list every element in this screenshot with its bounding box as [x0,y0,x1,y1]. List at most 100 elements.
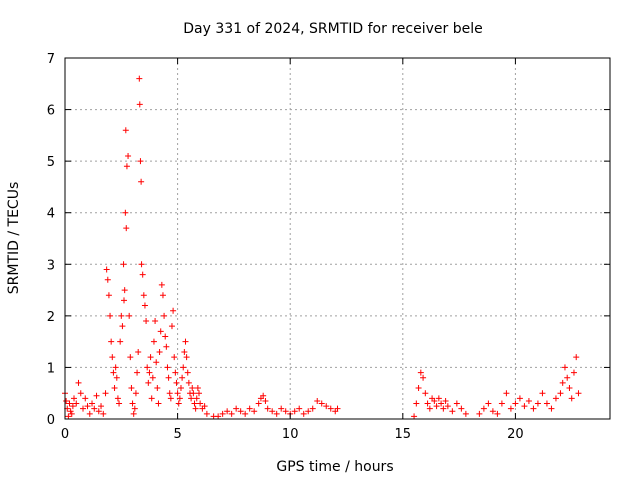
data-point [131,405,138,412]
data-point [154,385,161,392]
data-point [171,354,178,361]
data-point [147,354,154,361]
data-point [116,400,123,407]
data-point [561,364,568,371]
data-point [203,410,210,417]
data-point [121,287,128,294]
data-point [120,261,127,268]
data-point [282,408,289,415]
data-point [228,410,235,417]
data-point [138,178,145,185]
data-point [444,403,451,410]
data-point [458,405,465,412]
data-point [67,408,74,415]
data-point [123,225,130,232]
data-point [156,348,163,355]
data-point [140,292,147,299]
x-axis-label: GPS time / hours [276,459,393,475]
axis-ticks [64,57,610,420]
data-point [166,390,173,397]
data-point [530,405,537,412]
data-point [300,410,307,417]
data-point [516,395,523,402]
data-point [118,312,125,319]
data-point [224,408,231,415]
data-point [183,354,190,361]
data-point [215,413,222,420]
data-point [150,338,157,345]
data-point [278,405,285,412]
data-point [570,369,577,376]
data-point [420,374,427,381]
data-point [89,400,96,407]
data-point [438,400,445,407]
data-point [494,410,501,417]
data-point [566,385,573,392]
y-tick-label: 0 [47,413,55,428]
data-point [172,369,179,376]
data-point [137,158,144,165]
data-point [109,354,116,361]
data-point [485,400,492,407]
data-point [112,364,119,371]
data-point [123,163,130,170]
data-point [149,374,156,381]
data-point [568,395,575,402]
data-point [424,400,431,407]
data-point [237,408,244,415]
data-point [143,318,150,325]
data-point [165,374,172,381]
data-point [411,413,418,420]
data-point [323,403,330,410]
data-point [242,410,249,417]
data-point [114,395,121,402]
data-point [559,379,566,386]
data-point [417,369,424,376]
data-point [135,348,142,355]
data-point [201,403,208,410]
data-point [521,403,528,410]
data-point [65,413,72,420]
data-point [122,209,129,216]
data-point [104,276,111,283]
data-point [95,408,102,415]
data-point [543,400,550,407]
data-point [105,292,112,299]
data-point [139,271,146,278]
data-point [153,359,160,366]
data-point [180,364,187,371]
data-point [507,405,514,412]
data-point [503,390,510,397]
data-point [305,408,312,415]
data-point [291,408,298,415]
data-point [128,385,135,392]
data-point [318,400,325,407]
data-point [512,400,519,407]
data-point [157,328,164,335]
data-point [111,385,118,392]
data-point [449,408,456,415]
plot-frame [64,57,611,420]
data-point [174,390,181,397]
data-point [80,405,87,412]
data-point [98,403,105,410]
data-point [144,364,151,371]
x-tick-label: 15 [395,427,412,442]
data-point [108,338,115,345]
data-point [575,390,582,397]
data-point [68,410,75,417]
data-point [158,281,165,288]
data-point [480,405,487,412]
data-point [146,369,153,376]
data-point [170,307,177,314]
data-point [184,369,191,376]
data-point [66,400,73,407]
y-tick-label: 3 [47,258,55,273]
data-point [426,405,433,412]
data-point [327,405,334,412]
data-point [84,403,91,410]
data-point [260,392,267,399]
data-point [219,410,226,417]
data-point [185,379,192,386]
data-point [93,392,100,399]
